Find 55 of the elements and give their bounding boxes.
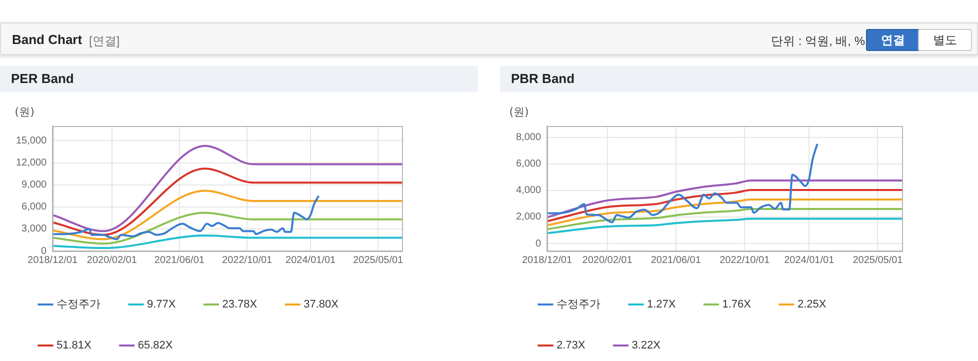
y-tick-label: 12,000: [16, 158, 48, 169]
chart-title: PBR Band: [500, 66, 978, 92]
line-series: [52, 212, 402, 245]
x-tick-label: 2020/02/01: [86, 254, 138, 266]
line-series: [547, 189, 902, 222]
chart-title: PER Band: [0, 66, 478, 92]
y-tick-label: 6,000: [22, 202, 48, 213]
legend-label: 9.77X: [147, 298, 176, 311]
y-tick-label: 15,000: [16, 135, 48, 146]
line-series: [547, 208, 902, 230]
legend-label: 1.27X: [647, 298, 676, 311]
text: 단위 : 억원, 배, %: [770, 33, 865, 50]
legend-label: 3.22X: [632, 340, 662, 352]
line-series: [547, 198, 902, 226]
x-tick-label: 2018/12/01: [522, 254, 572, 266]
y-tick-label: 0: [41, 246, 48, 257]
x-tick-label: 2022/10/01: [720, 254, 770, 266]
legend-label: 수정주가: [56, 298, 100, 311]
y-axis-title: (원): [14, 105, 34, 118]
legend-label: 수정주가: [556, 298, 600, 311]
y-tick-label: 8,000: [516, 132, 542, 144]
legend-label: 51.81X: [56, 340, 92, 352]
x-tick-label: 2025/05/01: [852, 254, 904, 266]
x-tick-label: 2024/01/01: [286, 254, 336, 266]
y-tick-label: 6,000: [516, 158, 542, 170]
x-tick-label: 2022/10/01: [222, 254, 273, 266]
x-tick-label: 2025/05/01: [353, 254, 404, 266]
line-series: [52, 194, 320, 240]
legend-label: 65.82X: [138, 340, 174, 352]
legend-label: 2.25X: [797, 298, 827, 311]
line-series: [547, 218, 902, 234]
y-tick-label: 3,000: [22, 224, 48, 235]
y-axis-title: (원): [509, 105, 529, 118]
text: Band Chart: [12, 32, 82, 47]
text: 연결: [866, 29, 920, 51]
y-tick-label: 9,000: [22, 180, 48, 191]
line-series: [547, 142, 818, 224]
line-series: [547, 179, 902, 218]
line-series: [52, 168, 402, 236]
legend-label: 37.80X: [304, 298, 340, 311]
x-tick-label: 2021/06/01: [154, 254, 205, 266]
line-series: [52, 144, 402, 232]
text: 별도: [918, 29, 972, 51]
line-series: [52, 190, 402, 240]
text: [연결]: [89, 33, 120, 50]
legend-label: 23.78X: [222, 298, 258, 311]
x-tick-label: 2021/06/01: [650, 254, 702, 266]
y-tick-label: 0: [535, 238, 542, 250]
legend-label: 1.76X: [722, 298, 752, 311]
y-tick-label: 2,000: [516, 212, 542, 223]
y-tick-label: 4,000: [516, 185, 542, 196]
x-tick-label: 2018/12/01: [28, 254, 78, 266]
legend-label: 2.73X: [556, 340, 586, 352]
x-tick-label: 2020/02/01: [582, 254, 633, 266]
x-tick-label: 2024/01/01: [784, 254, 835, 266]
